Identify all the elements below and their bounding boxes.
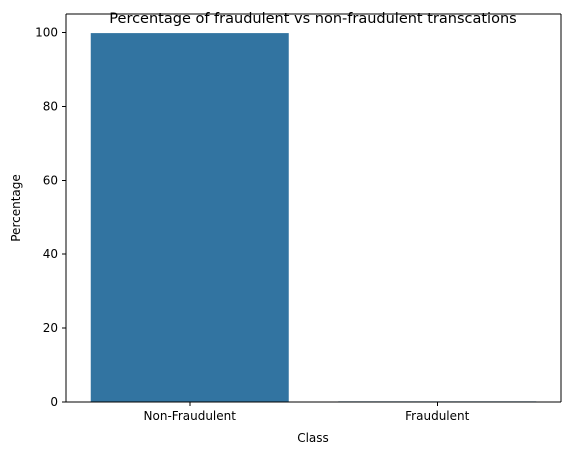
y-tick-label: 80 xyxy=(43,99,58,113)
x-tick-label: Non-Fraudulent xyxy=(144,409,237,423)
x-tick-label: Fraudulent xyxy=(405,409,469,423)
x-axis-label: Class xyxy=(297,431,329,445)
y-tick-label: 60 xyxy=(43,173,58,187)
y-axis-ticks: 0 20 40 60 80 100 xyxy=(35,25,66,409)
y-tick-label: 100 xyxy=(35,25,58,39)
y-tick-label: 20 xyxy=(43,321,58,335)
plot-area: 0 20 40 60 80 100 Non-Fraudulent Fraudulent xyxy=(35,13,562,423)
y-tick-label: 0 xyxy=(50,395,58,409)
bars-group xyxy=(90,33,537,402)
chart-title: Percentage of fraudulent vs non-fraudule… xyxy=(109,11,516,27)
x-axis-ticks: Non-Fraudulent Fraudulent xyxy=(144,402,470,423)
bar-non-fraudulent xyxy=(90,33,289,402)
y-tick-label: 40 xyxy=(43,247,58,261)
y-axis-label: Percentage xyxy=(9,174,23,242)
